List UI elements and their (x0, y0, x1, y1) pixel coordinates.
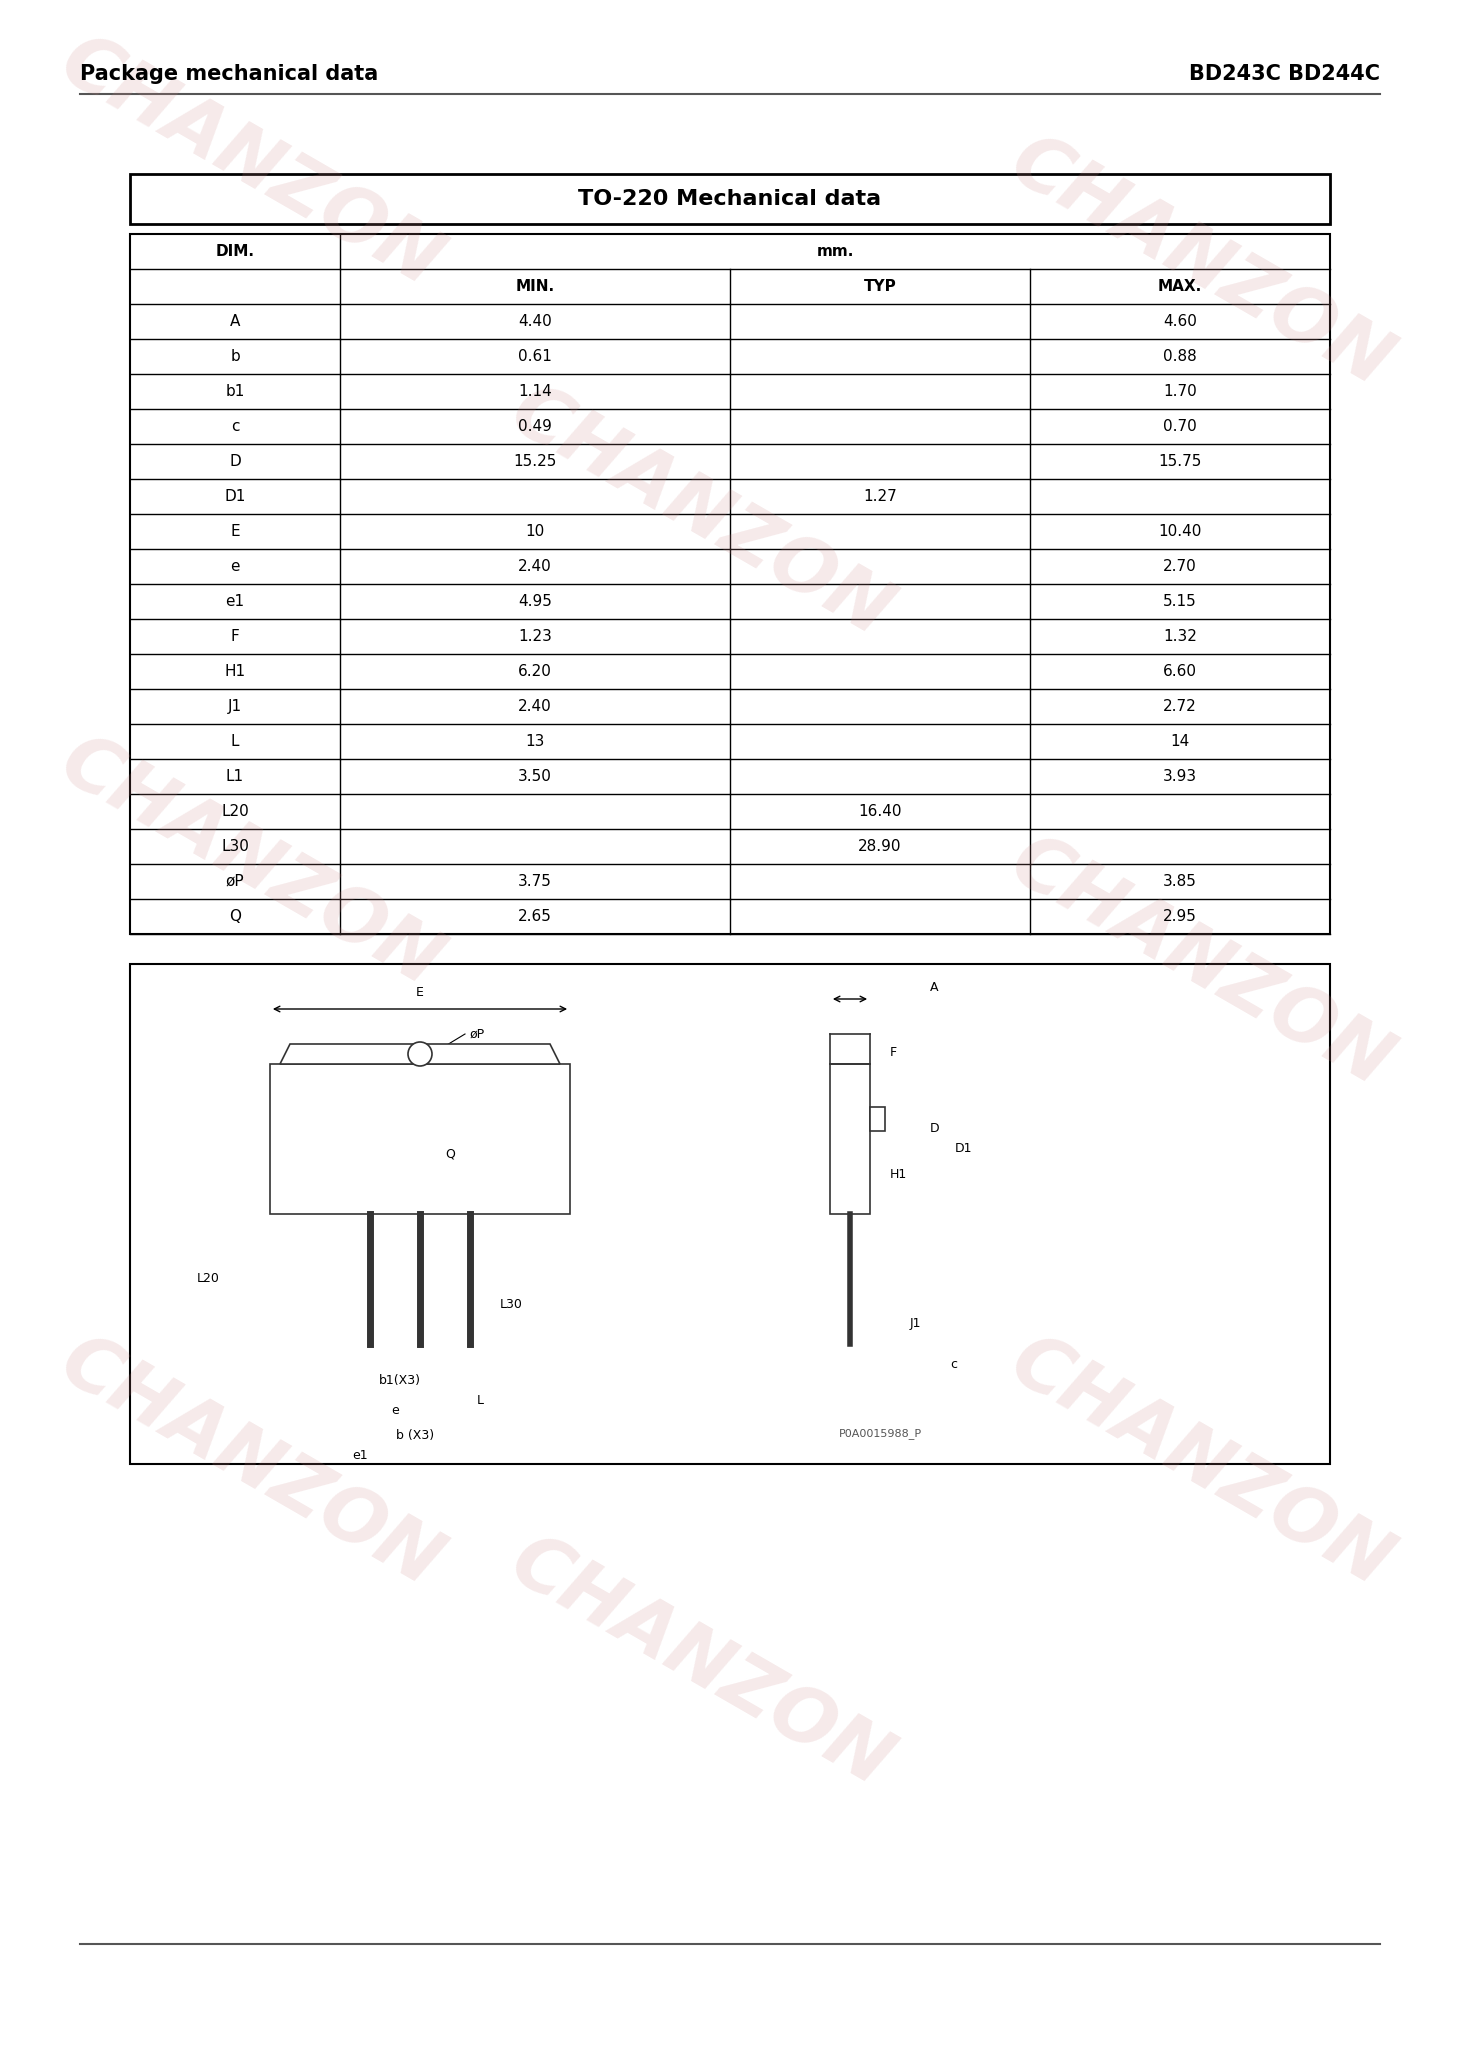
Text: D: D (929, 1123, 940, 1135)
Text: MIN.: MIN. (515, 279, 554, 293)
Text: b: b (231, 349, 239, 363)
Text: CHANZON: CHANZON (47, 724, 454, 1003)
Text: e1: e1 (226, 594, 245, 609)
Text: 4.95: 4.95 (518, 594, 552, 609)
Text: DIM.: DIM. (216, 244, 254, 258)
Text: 6.60: 6.60 (1163, 665, 1196, 679)
Text: 0.70: 0.70 (1163, 419, 1196, 433)
Text: 0.61: 0.61 (518, 349, 552, 363)
Text: 3.85: 3.85 (1163, 873, 1196, 890)
Text: CHANZON: CHANZON (47, 1325, 454, 1604)
Circle shape (409, 1042, 432, 1065)
Text: Q: Q (445, 1148, 455, 1160)
Text: H1: H1 (890, 1168, 907, 1181)
Text: D: D (229, 454, 241, 469)
Text: 3.93: 3.93 (1163, 770, 1196, 784)
Text: CHANZON: CHANZON (496, 1525, 903, 1802)
Text: F: F (890, 1046, 897, 1059)
Text: A: A (231, 314, 241, 328)
Text: 16.40: 16.40 (858, 805, 902, 819)
Text: CHANZON: CHANZON (996, 1325, 1404, 1604)
Text: L30: L30 (222, 838, 249, 854)
Text: A: A (929, 980, 938, 995)
Bar (270, 1065, 570, 1214)
Text: L20: L20 (222, 805, 249, 819)
Text: e1: e1 (352, 1449, 368, 1461)
Text: TYP: TYP (864, 279, 896, 293)
Text: 13: 13 (525, 735, 544, 749)
FancyBboxPatch shape (130, 964, 1331, 1463)
Text: 15.25: 15.25 (514, 454, 557, 469)
Text: F: F (231, 630, 239, 644)
Text: CHANZON: CHANZON (496, 376, 903, 652)
Text: 3.75: 3.75 (518, 873, 552, 890)
Text: 28.90: 28.90 (858, 838, 902, 854)
Text: MAX.: MAX. (1158, 279, 1202, 293)
Text: 1.27: 1.27 (864, 489, 897, 504)
Text: øP: øP (226, 873, 244, 890)
Text: E: E (416, 987, 425, 999)
Text: H1: H1 (225, 665, 245, 679)
Text: P0A0015988_P: P0A0015988_P (839, 1428, 922, 1439)
Text: 2.72: 2.72 (1163, 700, 1196, 714)
Text: 1.32: 1.32 (1163, 630, 1196, 644)
Text: 2.40: 2.40 (518, 559, 552, 574)
Text: 2.40: 2.40 (518, 700, 552, 714)
Text: 6.20: 6.20 (518, 665, 552, 679)
FancyBboxPatch shape (130, 173, 1331, 225)
Bar (830, 1065, 870, 1214)
Text: D1: D1 (225, 489, 245, 504)
Text: 10: 10 (525, 524, 544, 539)
Text: L20: L20 (197, 1273, 220, 1286)
Text: 2.65: 2.65 (518, 908, 552, 925)
Text: L: L (231, 735, 239, 749)
Text: 4.40: 4.40 (518, 314, 552, 328)
FancyBboxPatch shape (130, 233, 1331, 935)
Bar (870, 1106, 886, 1131)
Text: CHANZON: CHANZON (47, 25, 454, 303)
Text: 0.49: 0.49 (518, 419, 552, 433)
Text: J1: J1 (228, 700, 242, 714)
Text: b (X3): b (X3) (395, 1428, 435, 1443)
Text: BD243C BD244C: BD243C BD244C (1189, 64, 1380, 85)
Text: CHANZON: CHANZON (996, 126, 1404, 402)
Text: e: e (391, 1404, 398, 1418)
Text: b1(X3): b1(X3) (379, 1375, 422, 1387)
Text: 1.70: 1.70 (1163, 384, 1196, 398)
Text: 1.14: 1.14 (518, 384, 552, 398)
Text: 2.95: 2.95 (1163, 908, 1196, 925)
Text: b1: b1 (225, 384, 245, 398)
Text: mm.: mm. (817, 244, 854, 258)
Text: L30: L30 (500, 1298, 522, 1311)
Text: 4.60: 4.60 (1163, 314, 1196, 328)
Text: CHANZON: CHANZON (996, 826, 1404, 1102)
Text: 3.50: 3.50 (518, 770, 552, 784)
Text: 1.23: 1.23 (518, 630, 552, 644)
Text: TO-220 Mechanical data: TO-220 Mechanical data (578, 190, 881, 208)
Text: 2.70: 2.70 (1163, 559, 1196, 574)
Polygon shape (280, 1044, 560, 1065)
Text: E: E (231, 524, 239, 539)
Text: c: c (950, 1358, 957, 1370)
Text: 15.75: 15.75 (1158, 454, 1202, 469)
Text: øP: øP (470, 1028, 486, 1040)
Text: 10.40: 10.40 (1158, 524, 1202, 539)
Text: c: c (231, 419, 239, 433)
Text: L1: L1 (226, 770, 244, 784)
Text: e: e (231, 559, 239, 574)
Text: D1: D1 (956, 1143, 973, 1156)
Text: Q: Q (229, 908, 241, 925)
Text: 0.88: 0.88 (1163, 349, 1196, 363)
Text: 14: 14 (1170, 735, 1189, 749)
Text: Package mechanical data: Package mechanical data (80, 64, 378, 85)
Text: 5.15: 5.15 (1163, 594, 1196, 609)
Text: J1: J1 (910, 1317, 922, 1331)
Text: L: L (477, 1393, 483, 1408)
